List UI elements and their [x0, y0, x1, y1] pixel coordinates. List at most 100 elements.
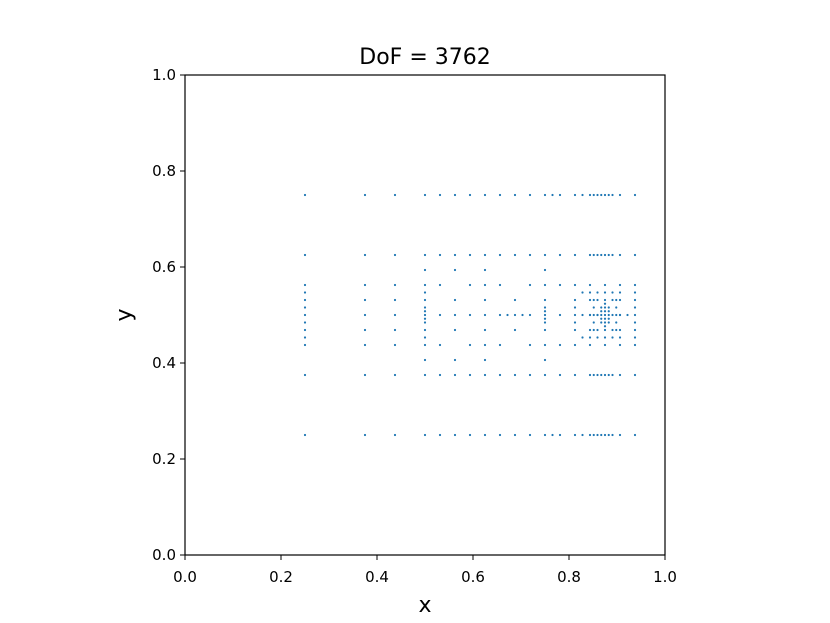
data-point — [603, 302, 607, 305]
data-point — [423, 336, 427, 339]
data-point — [303, 343, 307, 347]
x-tick-label: 0.4 — [365, 568, 389, 586]
data-point — [438, 313, 442, 317]
data-point — [600, 253, 603, 257]
data-point — [303, 298, 307, 302]
data-point — [543, 313, 547, 317]
data-point — [498, 283, 502, 287]
data-point — [607, 306, 610, 309]
data-point — [618, 283, 622, 287]
data-point — [558, 373, 562, 377]
data-point — [607, 321, 610, 324]
data-point — [453, 298, 457, 302]
data-point — [633, 328, 637, 332]
data-point — [603, 253, 607, 257]
data-point — [528, 193, 532, 197]
data-point — [393, 373, 397, 377]
data-point — [618, 291, 622, 294]
y-axis-label: y — [112, 308, 137, 321]
data-point — [528, 433, 532, 437]
data-points — [303, 193, 637, 437]
data-point — [543, 310, 547, 313]
data-point — [468, 313, 472, 317]
data-point — [303, 321, 307, 324]
data-point — [611, 253, 614, 257]
data-point — [303, 253, 307, 257]
data-point — [603, 373, 607, 377]
data-point — [513, 433, 517, 437]
x-axis: 0.0 0.2 0.4 0.6 0.8 1.0 — [173, 555, 677, 586]
data-point — [618, 328, 622, 332]
data-point — [600, 313, 603, 317]
data-point — [438, 283, 442, 287]
data-point — [588, 313, 592, 317]
data-point — [592, 313, 595, 317]
data-point — [498, 373, 502, 377]
data-point — [438, 343, 442, 347]
data-point — [453, 313, 457, 317]
data-point — [615, 313, 618, 317]
data-point — [393, 298, 397, 302]
data-point — [607, 253, 610, 257]
data-point — [596, 193, 599, 197]
data-point — [592, 373, 595, 377]
data-point — [618, 343, 622, 347]
data-point — [600, 373, 603, 377]
data-point — [303, 328, 307, 332]
data-point — [543, 321, 547, 324]
data-point — [603, 291, 607, 294]
data-point — [423, 343, 427, 347]
data-point — [611, 433, 614, 437]
data-point — [558, 343, 562, 347]
data-point — [303, 306, 307, 309]
data-point — [573, 343, 577, 347]
data-point — [633, 373, 637, 377]
data-point — [438, 433, 442, 437]
data-point — [611, 193, 614, 197]
data-point — [468, 433, 472, 437]
data-point — [588, 433, 592, 437]
data-point — [363, 433, 367, 437]
data-point — [618, 193, 622, 197]
data-point — [600, 310, 603, 313]
data-point — [543, 253, 547, 257]
data-point — [618, 313, 622, 317]
data-point — [615, 298, 618, 302]
data-point — [303, 433, 307, 437]
y-tick-label: 1.0 — [152, 66, 176, 84]
data-point — [528, 253, 532, 257]
data-point — [363, 298, 367, 302]
data-point — [483, 373, 487, 377]
data-point — [423, 268, 427, 272]
data-point — [483, 328, 487, 332]
data-point — [615, 328, 618, 332]
data-point — [611, 336, 614, 339]
data-point — [438, 253, 442, 257]
data-point — [633, 343, 637, 347]
data-point — [363, 253, 367, 257]
data-point — [592, 433, 595, 437]
data-point — [393, 283, 397, 287]
data-point — [633, 298, 637, 302]
data-point — [615, 306, 618, 309]
data-point — [498, 433, 502, 437]
data-point — [303, 313, 307, 317]
data-point — [393, 193, 397, 197]
data-point — [363, 373, 367, 377]
data-point — [303, 336, 307, 339]
data-point — [607, 373, 610, 377]
data-point — [618, 253, 622, 257]
data-point — [363, 328, 367, 332]
data-point — [453, 253, 457, 257]
data-point — [543, 317, 547, 320]
data-point — [607, 193, 610, 197]
data-point — [626, 313, 629, 317]
data-point — [603, 306, 607, 309]
data-point — [543, 268, 547, 272]
data-point — [393, 433, 397, 437]
data-point — [423, 298, 427, 302]
data-point — [592, 253, 595, 257]
data-point — [581, 313, 584, 317]
data-point — [573, 321, 577, 324]
data-point — [596, 313, 599, 317]
